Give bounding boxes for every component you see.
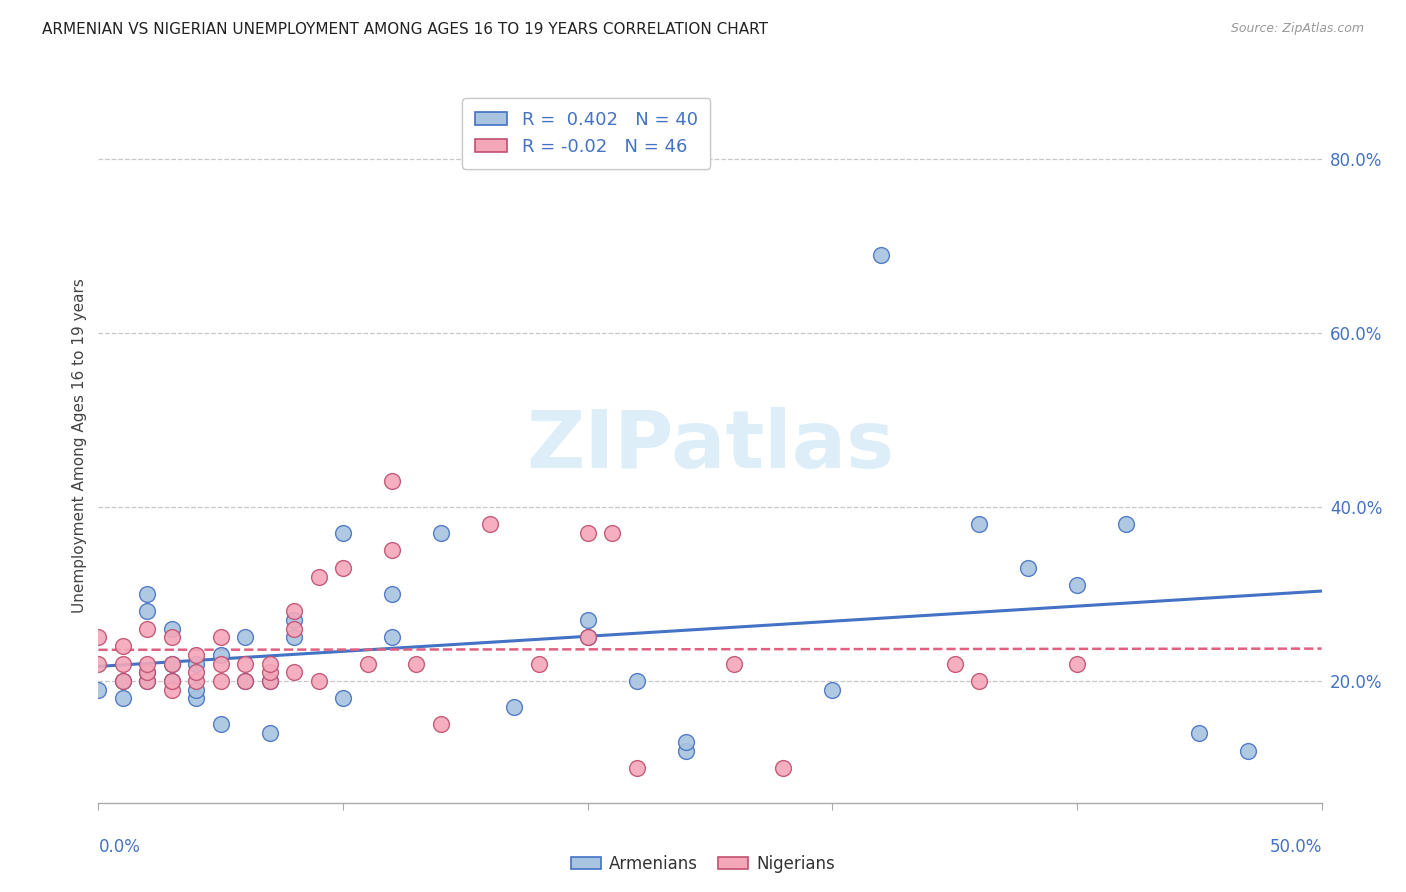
Point (967, 673, 990, 688)
Point (308, 673, 330, 688)
Point (675, 743, 697, 757)
Point (381, 543, 404, 558)
Point (111, 639, 134, 653)
Point (186, 673, 208, 688)
Point (1115, 517, 1137, 532)
Text: ARMENIAN VS NIGERIAN UNEMPLOYMENT AMONG AGES 16 TO 19 YEARS CORRELATION CHART: ARMENIAN VS NIGERIAN UNEMPLOYMENT AMONG … (42, 22, 768, 37)
Point (283, 622, 305, 636)
Point (87, 657, 110, 671)
Point (160, 673, 183, 688)
Point (870, 247, 893, 261)
Legend: R =  0.402   N = 40, R = -0.02   N = 46: R = 0.402 N = 40, R = -0.02 N = 46 (463, 98, 710, 169)
Point (967, 517, 990, 532)
Point (283, 631, 305, 645)
Point (186, 665, 208, 680)
Point (136, 622, 159, 636)
Text: Source: ZipAtlas.com: Source: ZipAtlas.com (1230, 22, 1364, 36)
Point (405, 657, 427, 671)
Point (259, 673, 281, 688)
Point (576, 631, 599, 645)
Point (675, 735, 697, 749)
Point (160, 657, 183, 671)
Point (576, 526, 599, 541)
Point (136, 673, 159, 688)
Point (111, 673, 134, 688)
Point (943, 657, 966, 671)
Point (283, 665, 305, 680)
Point (1066, 657, 1088, 671)
Point (233, 631, 256, 645)
Point (576, 613, 599, 627)
Point (381, 587, 404, 601)
Point (1237, 743, 1260, 757)
Text: 50.0%: 50.0% (1270, 838, 1322, 856)
Point (136, 604, 159, 618)
Point (283, 613, 305, 627)
Point (87, 631, 110, 645)
Legend: Armenians, Nigerians: Armenians, Nigerians (564, 848, 842, 880)
Point (259, 657, 281, 671)
Point (332, 526, 354, 541)
Point (1017, 561, 1039, 575)
Point (186, 691, 208, 706)
Point (136, 673, 159, 688)
Point (381, 631, 404, 645)
Point (160, 682, 183, 697)
Point (136, 657, 159, 671)
Point (209, 648, 232, 662)
Point (308, 569, 330, 583)
Point (626, 761, 648, 775)
Point (186, 648, 208, 662)
Point (186, 657, 208, 671)
Y-axis label: Unemployment Among Ages 16 to 19 years: Unemployment Among Ages 16 to 19 years (72, 278, 87, 614)
Point (87, 682, 110, 697)
Point (233, 657, 256, 671)
Point (821, 682, 844, 697)
Point (283, 604, 305, 618)
Point (233, 673, 256, 688)
Point (136, 665, 159, 680)
Point (111, 673, 134, 688)
Point (600, 526, 623, 541)
Point (332, 561, 354, 575)
Point (259, 726, 281, 740)
Text: 0.0%: 0.0% (98, 838, 141, 856)
Text: ZIPatlas: ZIPatlas (526, 407, 894, 485)
Point (772, 761, 794, 775)
Point (160, 622, 183, 636)
Point (381, 474, 404, 488)
Point (1066, 578, 1088, 592)
Point (576, 631, 599, 645)
Point (186, 682, 208, 697)
Point (259, 673, 281, 688)
Point (356, 657, 378, 671)
Point (478, 517, 501, 532)
Point (136, 587, 159, 601)
Point (111, 691, 134, 706)
Point (233, 673, 256, 688)
Point (111, 657, 134, 671)
Point (430, 717, 453, 731)
Point (259, 665, 281, 680)
Point (527, 657, 550, 671)
Point (160, 657, 183, 671)
Point (209, 657, 232, 671)
Point (1188, 726, 1211, 740)
Point (430, 526, 453, 541)
Point (209, 717, 232, 731)
Point (209, 631, 232, 645)
Point (626, 673, 648, 688)
Point (723, 657, 745, 671)
Point (209, 673, 232, 688)
Point (503, 700, 526, 714)
Point (160, 631, 183, 645)
Point (160, 673, 183, 688)
Point (136, 665, 159, 680)
Point (332, 691, 354, 706)
